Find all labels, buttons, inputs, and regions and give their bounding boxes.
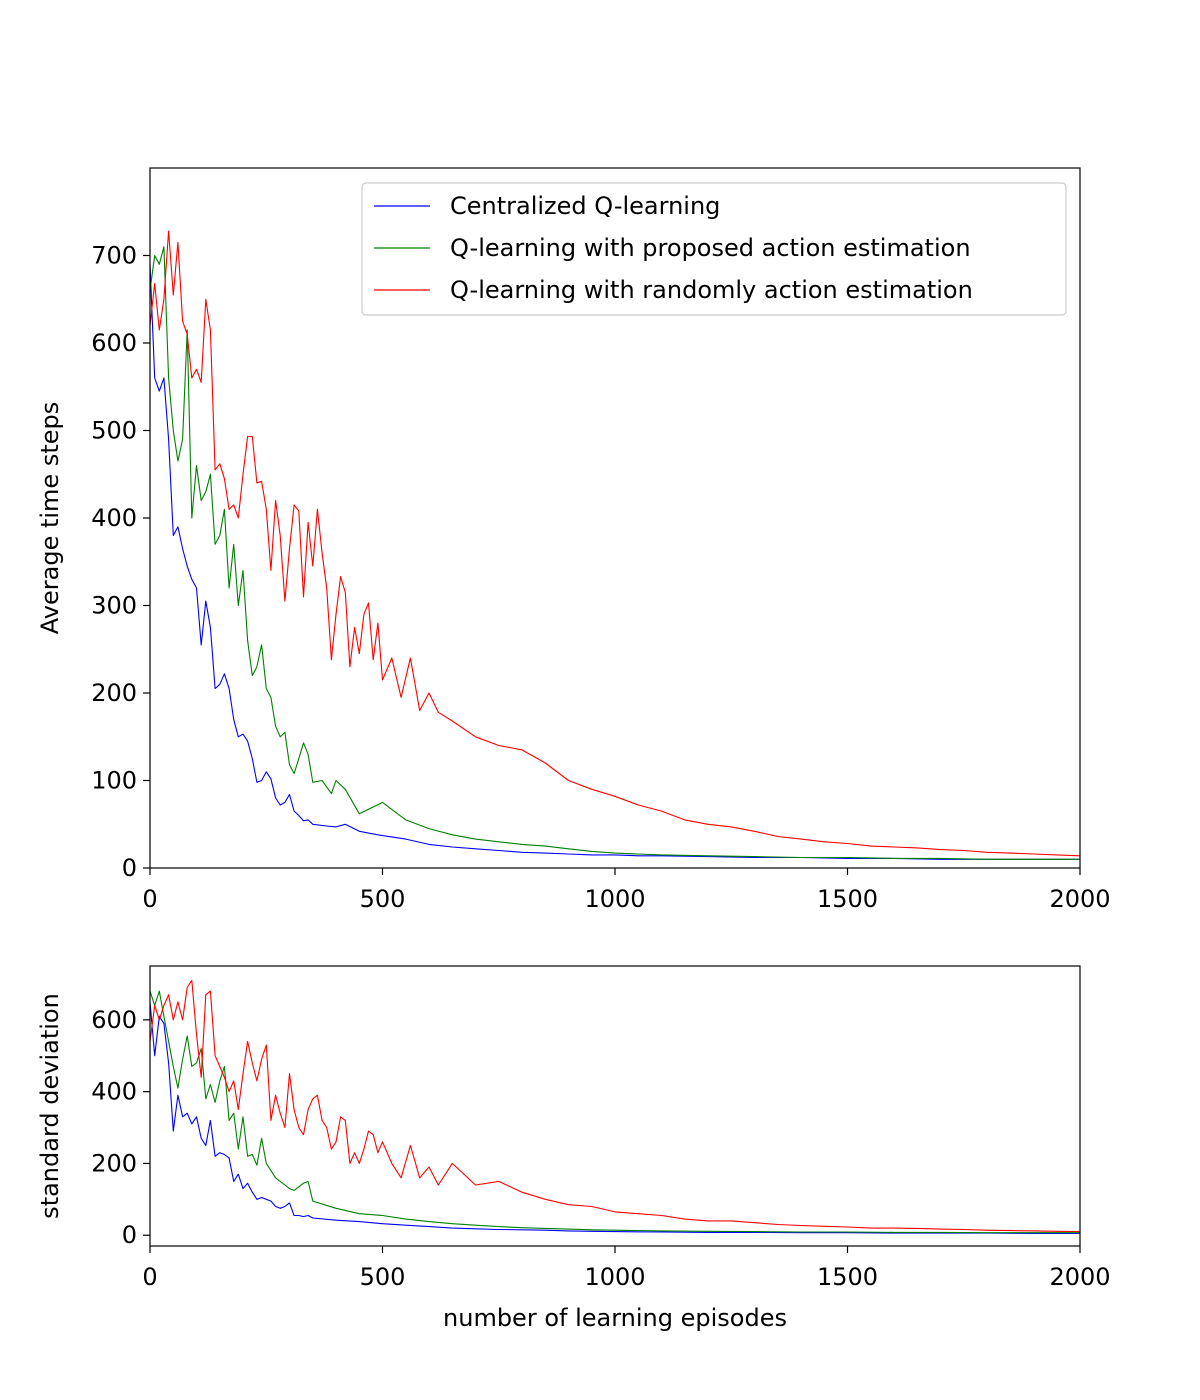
series-line-1-2 [149,979,1081,1233]
series-line-1-0 [149,1001,1080,1234]
y-tick-label: 0 [122,1221,137,1249]
y-axis-label: Average time steps [36,402,64,634]
series-line-1-1 [149,990,1080,1234]
y-tick-label: 300 [91,592,137,620]
y-tick-label: 500 [91,417,137,445]
y-tick-label: 0 [122,854,137,882]
series-line-0-0 [149,264,1080,860]
legend-label-1: Q-learning with proposed action estimati… [450,234,971,262]
x-axis-label: number of learning episodes [443,1304,787,1332]
y-tick-label: 600 [91,329,137,357]
legend-label-2: Q-learning with randomly action estimati… [450,276,973,304]
x-tick-label: 1000 [584,1263,645,1291]
x-tick-label: 500 [360,885,406,913]
y-tick-label: 400 [91,1078,137,1106]
x-tick-label: 0 [142,1263,157,1291]
legend-box [361,182,1067,316]
legend-label-0: Centralized Q-learning [450,192,720,220]
y-tick-label: 400 [91,504,137,532]
x-tick-label: 1000 [584,885,645,913]
series-line-0-2 [149,230,1081,857]
x-tick-label: 2000 [1049,885,1110,913]
y-tick-label: 100 [91,767,137,795]
x-tick-label: 1500 [817,1263,878,1291]
y-tick-label: 600 [91,1006,137,1034]
y-axis-label: standard deviation [36,993,64,1219]
y-tick-label: 200 [91,679,137,707]
series-line-0-1 [149,246,1080,860]
x-tick-label: 500 [360,1263,406,1291]
y-tick-label: 700 [91,242,137,270]
x-tick-label: 2000 [1049,1263,1110,1291]
y-tick-label: 200 [91,1149,137,1177]
x-tick-label: 1500 [817,885,878,913]
x-tick-label: 0 [142,885,157,913]
